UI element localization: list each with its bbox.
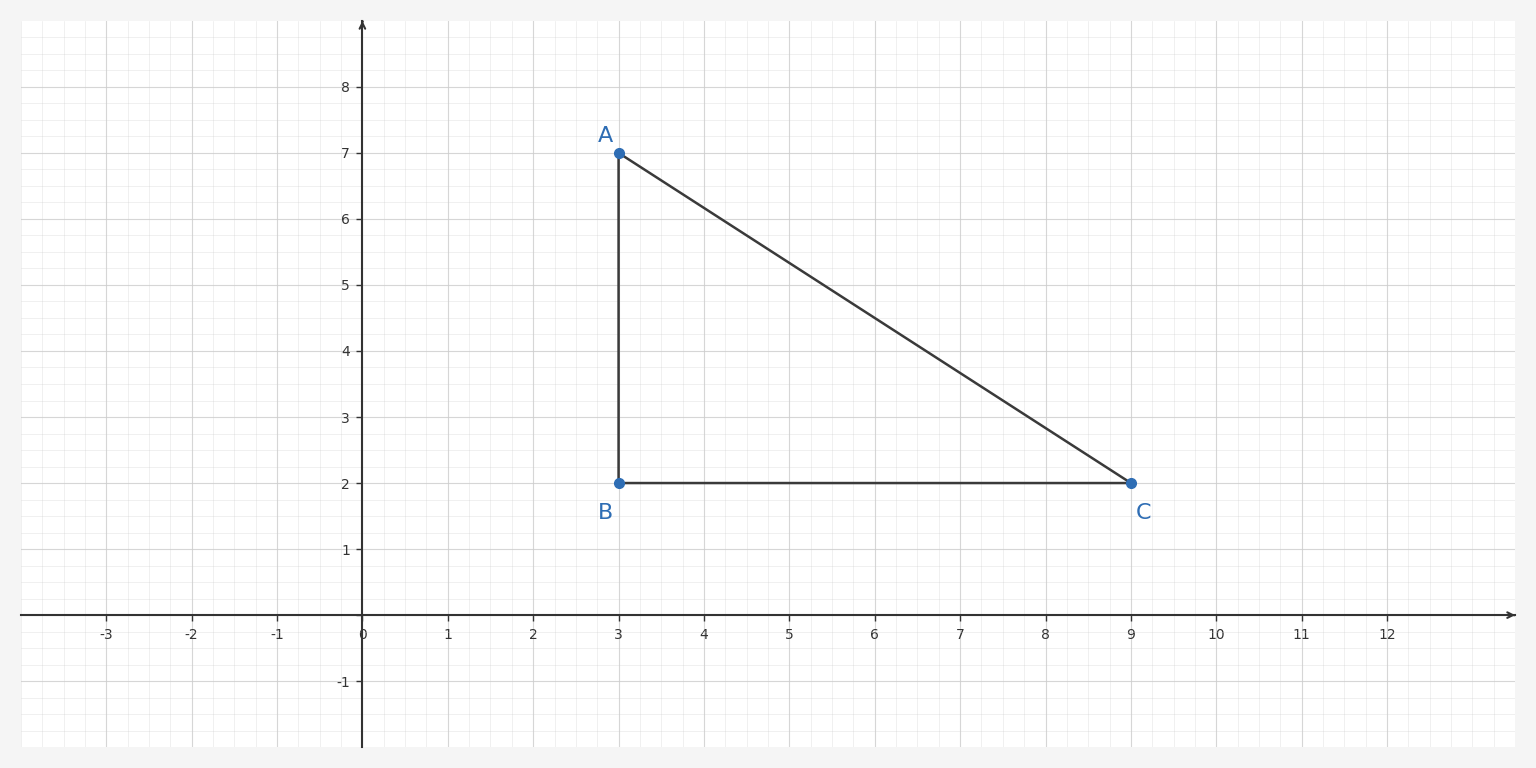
Text: C: C — [1137, 503, 1152, 523]
Text: A: A — [598, 127, 613, 147]
Text: B: B — [598, 503, 613, 523]
